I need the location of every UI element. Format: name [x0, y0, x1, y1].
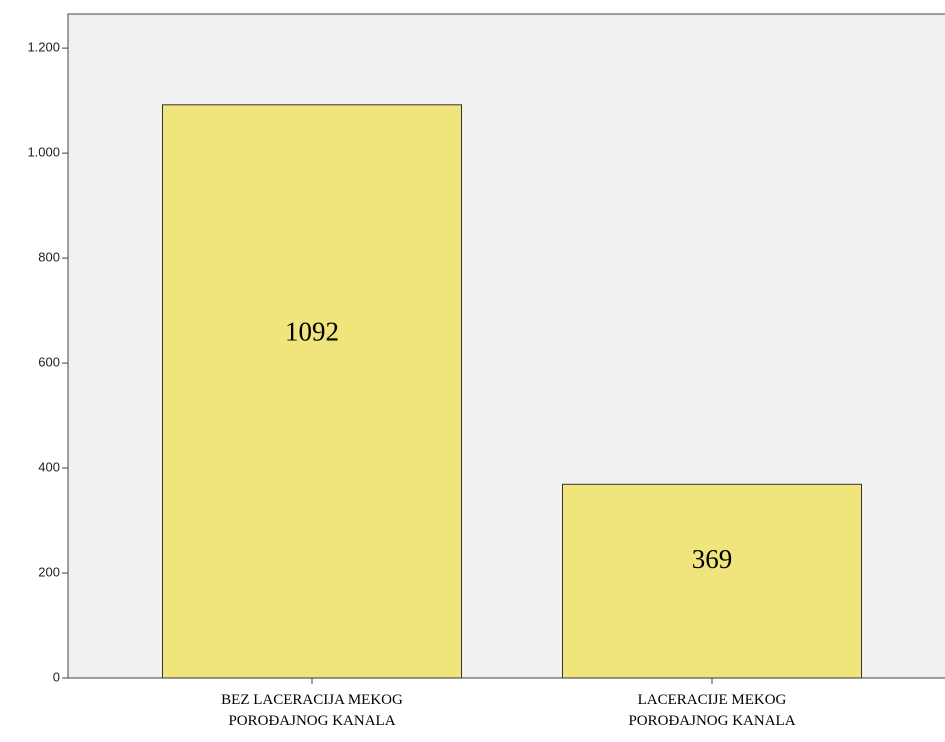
y-tick-label: 0	[53, 669, 60, 684]
y-tick-label: 600	[38, 354, 60, 369]
value-label: 1092	[285, 316, 339, 346]
bar	[162, 104, 462, 679]
y-tick-label: 800	[38, 250, 60, 265]
y-tick-label: 200	[38, 564, 60, 579]
y-tick-label: 400	[38, 459, 60, 474]
y-tick-label: 1.000	[27, 145, 60, 160]
value-label: 369	[692, 544, 733, 574]
x-tick-label: BEZ LACERACIJA MEKOG POROĐAJNOG KANALA	[221, 692, 403, 729]
bar	[562, 483, 862, 679]
y-tick-label: 1.200	[27, 40, 60, 55]
x-tick-label: LACERACIJE MEKOG POROĐAJNOG KANALA	[628, 692, 796, 729]
